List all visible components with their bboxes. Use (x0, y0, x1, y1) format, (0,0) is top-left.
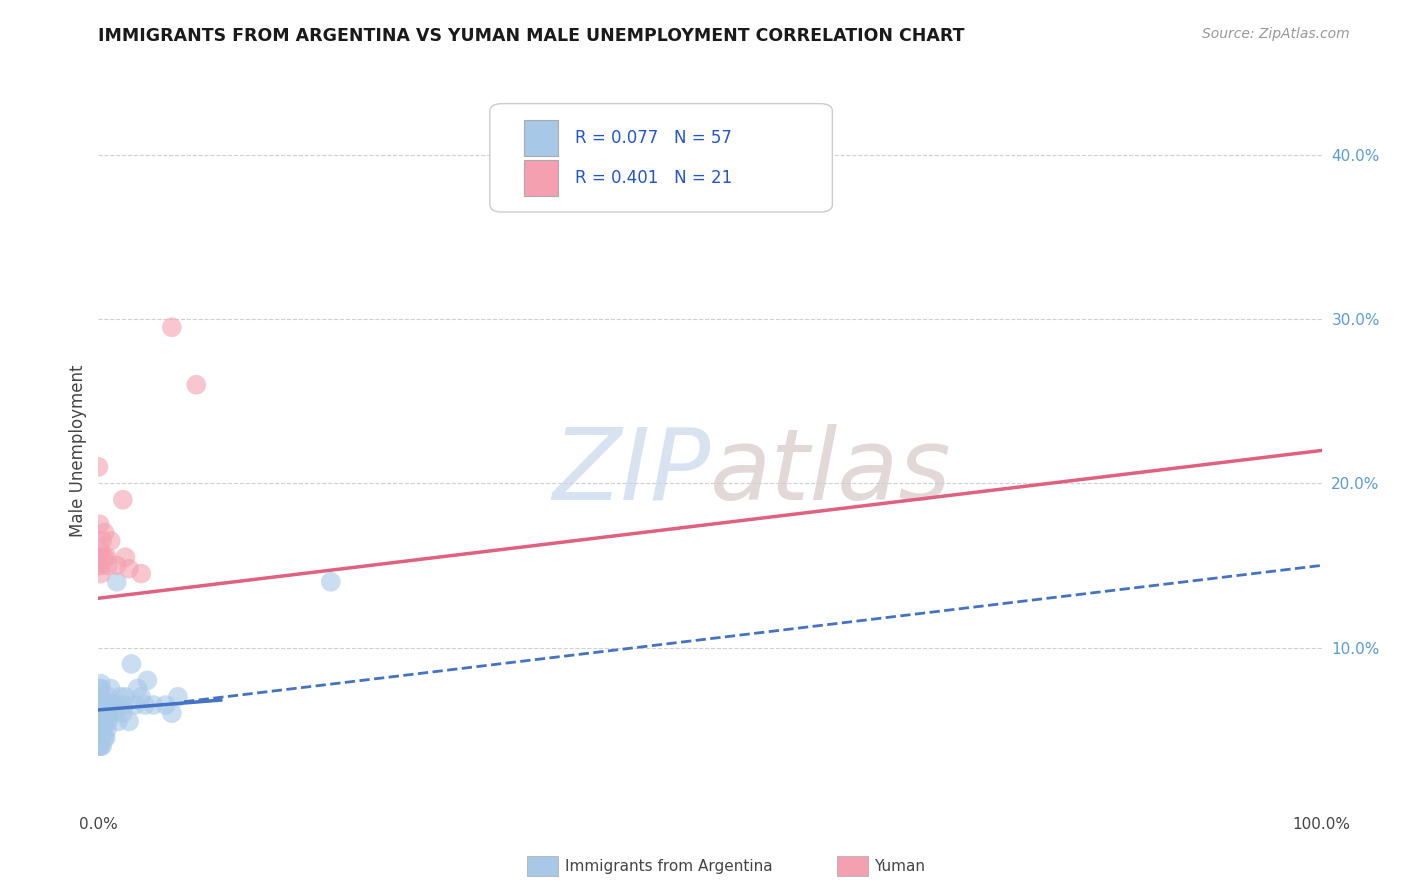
Point (94, 731, 117, 745)
Point (89, 690, 111, 704)
Point (97, 558, 120, 573)
Point (87, 723, 110, 737)
Point (160, 706, 183, 721)
Point (91, 731, 114, 745)
Point (89, 541, 111, 556)
Point (118, 562, 141, 576)
Text: IMMIGRANTS FROM ARGENTINA VS YUMAN MALE UNEMPLOYMENT CORRELATION CHART: IMMIGRANTS FROM ARGENTINA VS YUMAN MALE … (98, 27, 965, 45)
Point (93, 525, 115, 540)
Point (107, 714, 129, 729)
Point (114, 690, 136, 704)
Point (89, 517, 111, 532)
Text: R = 0.401   N = 21: R = 0.401 N = 21 (575, 169, 733, 187)
Point (108, 698, 131, 712)
Point (129, 566, 152, 581)
Point (91, 533, 114, 548)
Point (111, 492, 134, 507)
Point (101, 698, 124, 712)
Point (89, 698, 111, 712)
Point (91, 739, 114, 753)
Point (103, 698, 125, 712)
Text: Immigrants from Argentina: Immigrants from Argentina (565, 859, 773, 873)
Text: R = 0.077   N = 57: R = 0.077 N = 57 (575, 128, 733, 146)
Point (142, 698, 165, 712)
Point (93, 550, 115, 565)
Point (90, 558, 112, 573)
Point (89, 739, 111, 753)
Point (129, 690, 152, 704)
Point (90, 731, 112, 745)
Point (110, 690, 132, 704)
Point (90, 681, 112, 696)
Point (105, 574, 128, 589)
Point (167, 690, 190, 704)
Point (89, 706, 111, 721)
Point (124, 698, 146, 712)
Point (90, 550, 112, 565)
Point (90, 698, 112, 712)
Point (100, 533, 122, 548)
Point (105, 558, 128, 573)
Text: atlas: atlas (710, 424, 952, 521)
Point (93, 698, 115, 712)
Point (91, 706, 114, 721)
Bar (524, 160, 558, 196)
Point (101, 706, 124, 721)
Point (93, 714, 115, 729)
Point (89, 681, 111, 696)
Point (87, 459, 110, 474)
Point (90, 676, 112, 690)
Point (90, 739, 112, 753)
Point (136, 673, 159, 688)
Text: Source: ZipAtlas.com: Source: ZipAtlas.com (1202, 27, 1350, 41)
Point (91, 714, 114, 729)
Point (114, 550, 136, 565)
Point (96, 706, 118, 721)
Point (127, 681, 149, 696)
Point (91, 706, 114, 721)
Text: Yuman: Yuman (875, 859, 925, 873)
Point (155, 698, 177, 712)
Point (90, 706, 112, 721)
Point (100, 698, 122, 712)
Point (94, 714, 117, 729)
Point (91, 550, 114, 565)
FancyBboxPatch shape (489, 103, 832, 212)
Y-axis label: Male Unemployment: Male Unemployment (69, 364, 87, 537)
Point (97, 690, 120, 704)
Point (89, 723, 111, 737)
Point (93, 731, 115, 745)
Text: ZIP: ZIP (551, 424, 710, 521)
Point (186, 377, 208, 392)
Point (96, 723, 118, 737)
Bar (524, 120, 558, 156)
Point (100, 681, 122, 696)
Point (87, 739, 110, 753)
Point (91, 698, 114, 712)
Point (90, 566, 112, 581)
Point (98, 706, 121, 721)
Point (90, 714, 112, 729)
Point (134, 698, 156, 712)
Point (319, 574, 342, 589)
Point (111, 706, 134, 721)
Point (87, 558, 110, 573)
Point (91, 723, 114, 737)
Point (118, 714, 141, 729)
Point (90, 690, 112, 704)
Point (96, 550, 118, 565)
Point (97, 714, 120, 729)
Point (112, 698, 135, 712)
Point (160, 320, 183, 334)
Point (120, 657, 142, 671)
